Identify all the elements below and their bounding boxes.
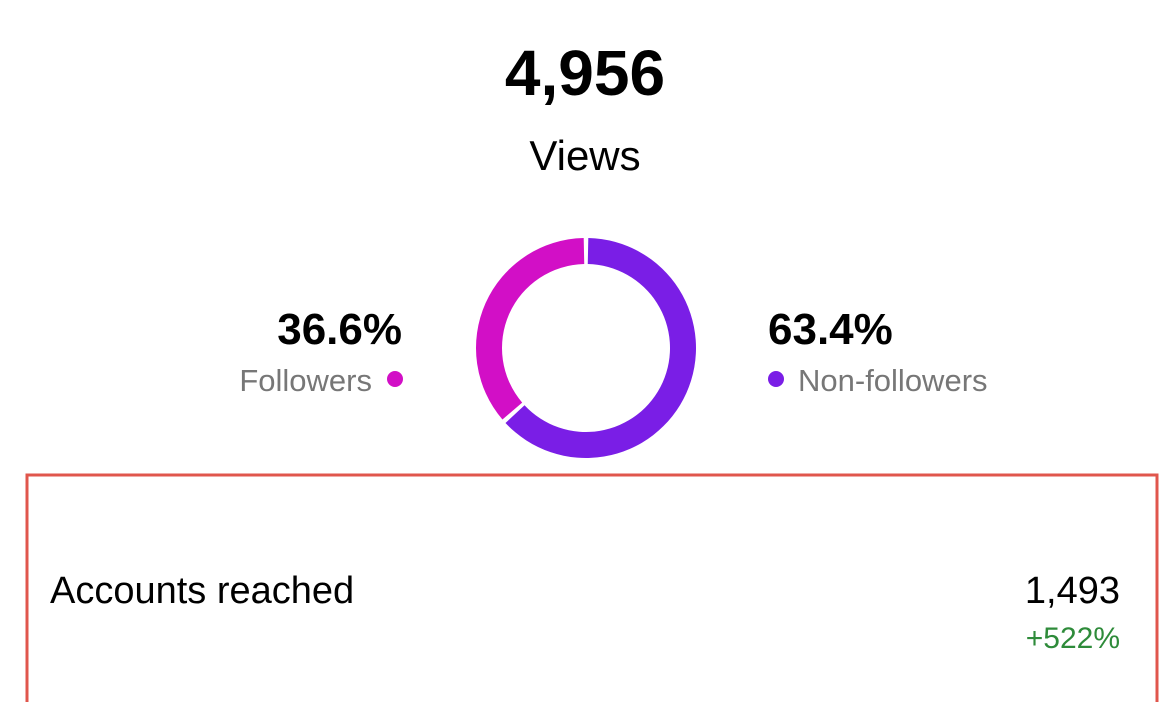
metric-value: 1,493: [1025, 570, 1120, 612]
views-value: 4,956: [505, 37, 665, 109]
metric-label: Accounts reached: [50, 570, 354, 612]
highlight-box: [25, 473, 1159, 702]
legend-dot: [387, 371, 403, 387]
donut-segment: [505, 238, 696, 458]
non-followers-percent: 63.4%: [768, 305, 893, 354]
non-followers-label: Non-followers: [798, 363, 988, 398]
donut-segment: [476, 238, 585, 420]
legend-dot: [768, 371, 784, 387]
views-label: Views: [529, 132, 640, 179]
followers-percent: 36.6%: [277, 305, 402, 354]
followers-label: Followers: [239, 363, 372, 398]
metric-change: +522%: [1026, 622, 1120, 655]
